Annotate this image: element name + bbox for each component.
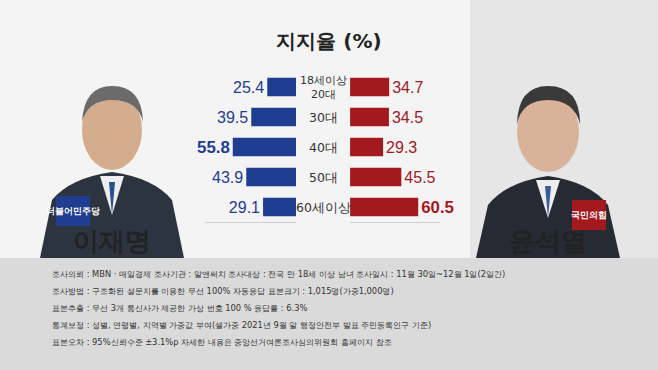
html-text:표본추출 : 무선 3개 통신사가 제공한 가상 번호 10: 표본추출 : 무선 3개 통신사가 제공한 가상 번호 100 % 응답률 : … [52,303,308,313]
svg-text:34.7: 34.7 [392,79,423,96]
svg-text:25.4: 25.4 [233,79,264,96]
html-text:표본오차 : 95%신뢰수준 ±3.1%p 자세한 내용은: 표본오차 : 95%신뢰수준 ±3.1%p 자세한 내용은 중앙선거여론조사심의… [52,337,392,347]
html-text:조사의뢰 : MBN · 매일경제 조사기관 : 알앤써치: 조사의뢰 : MBN · 매일경제 조사기관 : 알앤써치 조사대상 : 전국 … [52,269,506,279]
svg-text:45.5: 45.5 [404,169,435,186]
svg-text:29.1: 29.1 [229,199,260,216]
svg-text:55.8: 55.8 [197,138,230,157]
html-text:조사방법 : 구조화된 설문지를 이용한 무선 100% 자: 조사방법 : 구조화된 설문지를 이용한 무선 100% 자동응답 표본크기 :… [52,286,394,296]
html-text:국민의힘: 국민의힘 [571,209,607,220]
svg-text:30대: 30대 [309,110,338,125]
html-text:더불어민주당: 더불어민주당 [46,205,100,216]
svg-text:60.5: 60.5 [421,198,454,217]
html-text:통계보정 : 성별, 연령별, 지역별 가중값 부여(셀가중: 통계보정 : 성별, 연령별, 지역별 가중값 부여(셀가중 2021년 9월 … [52,320,432,330]
svg-text:34.5: 34.5 [392,109,423,126]
svg-text:60세이상: 60세이상 [296,200,351,215]
svg-text:18세이상20대: 18세이상20대 [300,74,347,101]
html-text:이재명: 이재명 [73,226,151,256]
svg-text:50대: 50대 [309,170,338,185]
svg-text:43.9: 43.9 [212,169,243,186]
svg-text:39.5: 39.5 [217,109,248,126]
svg-text:지지율 (%): 지지율 (%) [276,29,381,53]
html-text:윤석열: 윤석열 [509,226,587,256]
svg-text:29.3: 29.3 [386,139,417,156]
svg-text:40대: 40대 [309,140,338,155]
